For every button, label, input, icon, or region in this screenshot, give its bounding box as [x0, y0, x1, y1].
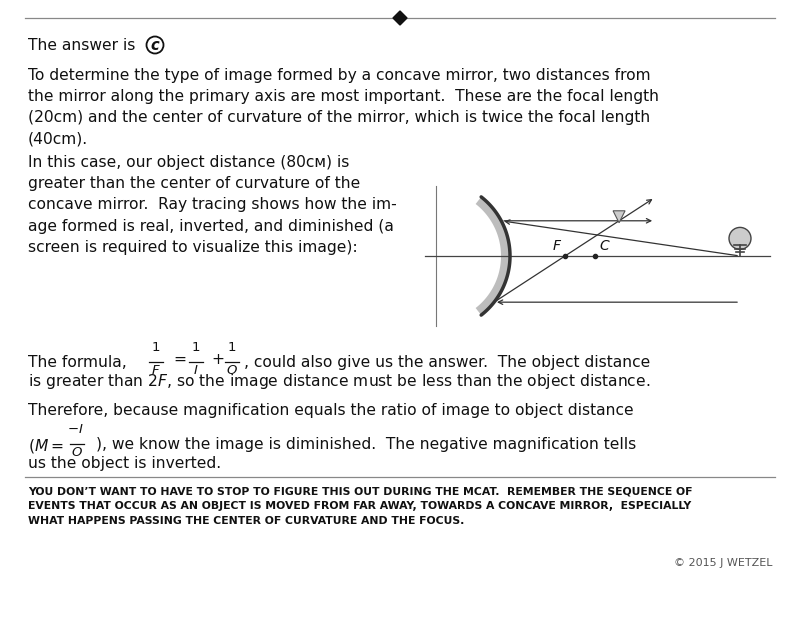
Text: YOU DON’T WANT TO HAVE TO STOP TO FIGURE THIS OUT DURING THE MCAT.  REMEMBER THE: YOU DON’T WANT TO HAVE TO STOP TO FIGURE…: [28, 487, 693, 526]
Text: is greater than 2$\mathit{F}$, so the image distance must be less than the objec: is greater than 2$\mathit{F}$, so the im…: [28, 372, 650, 391]
Text: 1: 1: [192, 341, 200, 354]
Text: To determine the type of image formed by a concave mirror, two distances from
th: To determine the type of image formed by…: [28, 68, 659, 146]
Text: $\mathit{F}$: $\mathit{F}$: [552, 239, 562, 253]
Text: ($\mathit{M}$ =: ($\mathit{M}$ =: [28, 437, 66, 455]
Text: 1: 1: [152, 341, 160, 354]
Text: Therefore, because magnification equals the ratio of image to object distance: Therefore, because magnification equals …: [28, 403, 634, 418]
Text: $\mathit{I}$: $\mathit{I}$: [194, 364, 198, 377]
Text: c: c: [150, 38, 159, 52]
Text: +: +: [211, 352, 224, 366]
Text: $\mathit{O}$: $\mathit{O}$: [71, 446, 83, 459]
Text: The formula,: The formula,: [28, 355, 137, 370]
Text: −$\mathit{I}$: −$\mathit{I}$: [66, 423, 83, 436]
Text: us the object is inverted.: us the object is inverted.: [28, 456, 221, 471]
Text: =: =: [173, 352, 186, 366]
Text: ), we know the image is diminished.  The negative magnification tells: ), we know the image is diminished. The …: [96, 437, 636, 452]
Text: © 2015 J WETZEL: © 2015 J WETZEL: [674, 558, 772, 568]
Text: $\mathit{F}$: $\mathit{F}$: [151, 364, 161, 377]
Polygon shape: [476, 197, 510, 315]
Polygon shape: [393, 11, 407, 25]
Text: $\mathit{O}$: $\mathit{O}$: [226, 364, 238, 377]
Text: $\mathit{C}$: $\mathit{C}$: [599, 239, 610, 253]
Text: , could also give us the answer.  The object distance: , could also give us the answer. The obj…: [244, 355, 650, 370]
Text: 1: 1: [228, 341, 236, 354]
Circle shape: [729, 228, 751, 249]
Text: The answer is: The answer is: [28, 38, 140, 53]
Text: In this case, our object distance (80ᴄᴍ) is
greater than the center of curvature: In this case, our object distance (80ᴄᴍ)…: [28, 155, 397, 255]
Polygon shape: [613, 211, 625, 223]
